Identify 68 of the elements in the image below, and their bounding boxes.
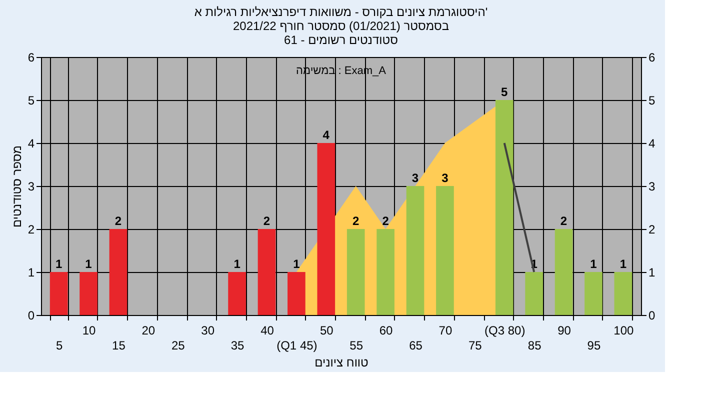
x-axis-title: טווח ציונים [314, 356, 369, 370]
x-tick-label: (Q3 80) [484, 324, 526, 338]
data-label: 1 [85, 257, 92, 271]
y-tick-label: 1 [28, 266, 35, 280]
bar [258, 229, 276, 315]
x-tick-label: 65 [409, 338, 423, 352]
data-label: 2 [382, 214, 390, 228]
data-label: 3 [412, 171, 419, 185]
bar [109, 229, 128, 315]
x-tick-label: 35 [230, 338, 245, 352]
bar [50, 272, 68, 315]
x-tick-label: 50 [320, 324, 334, 338]
y-tick-label: 0 [28, 308, 35, 322]
data-label: 3 [442, 171, 449, 185]
bar [436, 186, 454, 315]
x-tick-label: 95 [587, 338, 601, 352]
bar [406, 186, 424, 315]
y-tick-label: 5 [28, 94, 35, 108]
bar [317, 143, 336, 315]
data-label: 4 [322, 128, 330, 142]
x-tick-label: 60 [379, 324, 394, 338]
data-label: 1 [293, 257, 300, 271]
bar [584, 272, 602, 315]
data-label: 2 [352, 214, 360, 228]
y-axis-title: מספר סטודנטים [10, 145, 24, 228]
y-tick-label: 4 [28, 136, 35, 150]
data-label: 1 [590, 257, 598, 271]
x-tick-label: 20 [142, 324, 156, 338]
x-tick-label: 5 [56, 338, 63, 352]
y2-tick-label: 3 [648, 180, 656, 194]
bar [288, 272, 306, 315]
y2-tick-label: 4 [648, 136, 656, 150]
x-tick-label: 90 [558, 324, 572, 338]
x-tick-label: 70 [438, 324, 452, 338]
y-tick-label: 6 [28, 50, 35, 64]
x-tick-label: 100 [614, 324, 634, 338]
bar [495, 100, 514, 315]
data-label: 1 [620, 257, 627, 271]
data-label: 2 [114, 214, 122, 228]
data-label: 1 [55, 257, 62, 271]
bar [554, 229, 573, 315]
bar [376, 229, 394, 315]
x-tick-label: 75 [468, 338, 482, 352]
x-tick-label: 85 [528, 338, 542, 352]
x-tick-label: 55 [350, 338, 364, 352]
y-tick-label: 2 [28, 222, 35, 236]
x-tick-label: 10 [82, 324, 96, 338]
bar [614, 272, 632, 315]
data-label: 1 [234, 257, 241, 271]
y2-tick-label: 6 [648, 50, 656, 64]
data-label: 5 [501, 85, 508, 99]
bar [80, 272, 98, 315]
x-tick-label: 25 [171, 338, 186, 352]
y2-tick-label: 0 [648, 308, 656, 322]
x-tick-label: (Q1 45) [276, 338, 318, 352]
y2-tick-label: 5 [648, 94, 656, 108]
y2-tick-label: 1 [648, 266, 656, 280]
chart-title: היסטוגרמת ציונים בקורס - משוואות דיפרנציאליות רגילות א' בסמסטר (01/2021) סמסטר חורף 2021/22 סטודנטים רשומים - 61 [194, 5, 488, 47]
x-tick-label: 15 [112, 338, 126, 352]
bar [525, 272, 543, 315]
data-label: 2 [560, 214, 568, 228]
y2-tick-label: 2 [648, 222, 656, 236]
bar [228, 272, 246, 315]
y-tick-label: 3 [28, 180, 35, 194]
bar [346, 229, 365, 315]
x-tick-label: 30 [201, 324, 215, 338]
x-tick-label: 40 [260, 324, 274, 338]
data-label: 2 [263, 214, 270, 228]
